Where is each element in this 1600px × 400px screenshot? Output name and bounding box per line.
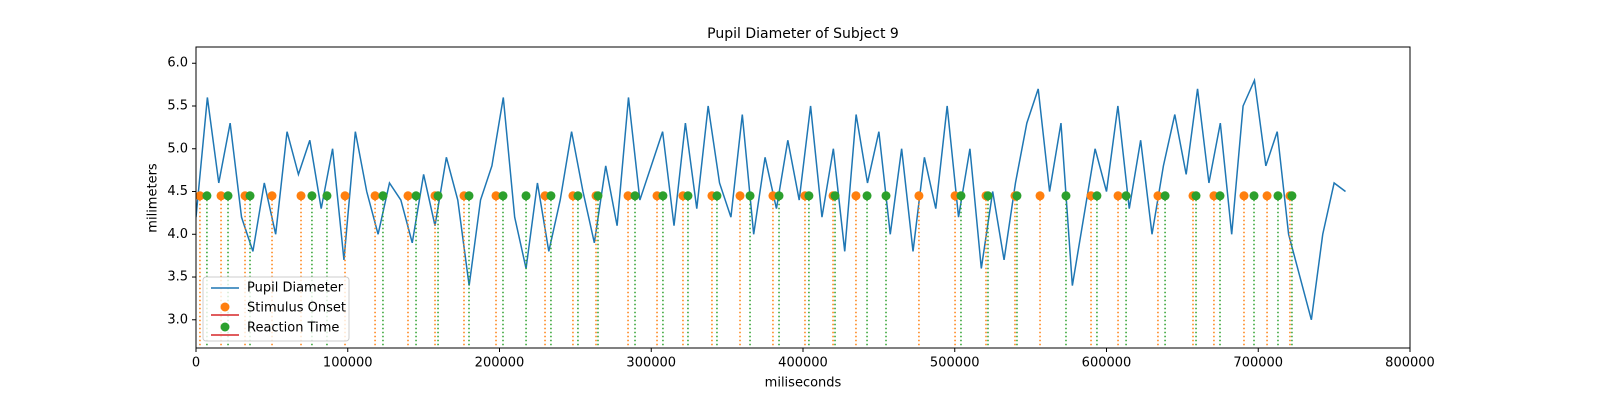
stem-marker: [464, 191, 474, 201]
stem-marker: [223, 191, 233, 201]
stem-marker: [630, 191, 640, 201]
stem-marker: [1113, 191, 1123, 201]
stem-marker: [1287, 191, 1297, 201]
stem-marker: [296, 191, 306, 201]
stem-marker: [1160, 191, 1170, 201]
stem-marker: [216, 191, 226, 201]
stem-marker: [573, 191, 583, 201]
x-tick-label: 400000: [778, 356, 828, 371]
stem-marker: [623, 191, 633, 201]
stem-marker: [881, 191, 891, 201]
stem-marker: [851, 191, 861, 201]
x-tick-label: 700000: [1233, 356, 1283, 371]
stem-marker: [1153, 191, 1163, 201]
stem-marker: [433, 191, 443, 201]
x-tick-label: 0: [192, 356, 200, 371]
chart-title: Pupil Diameter of Subject 9: [707, 26, 899, 42]
legend-swatch: [220, 302, 230, 312]
x-tick-label: 600000: [1082, 356, 1132, 371]
y-tick-label: 3.0: [167, 312, 188, 327]
stem-marker: [403, 191, 413, 201]
stem-marker: [956, 191, 966, 201]
stem-marker: [862, 191, 872, 201]
plot-area: [196, 77, 1346, 348]
x-tick-label: 200000: [475, 356, 525, 371]
stem-marker: [804, 191, 814, 201]
stem-marker: [1262, 191, 1272, 201]
legend: Pupil Diameter Stimulus Onset Reaction Tim…: [202, 276, 350, 342]
x-tick-label: 800000: [1385, 356, 1435, 371]
legend-box: [202, 276, 350, 342]
stem-marker: [914, 191, 924, 201]
stem-marker: [593, 191, 603, 201]
stem-marker: [1273, 191, 1283, 201]
legend-label: Reaction Time: [247, 321, 339, 336]
x-tick-label: 100000: [323, 356, 373, 371]
y-tick-label: 5.5: [167, 99, 188, 114]
stem-marker: [774, 191, 784, 201]
stem-marker: [498, 191, 508, 201]
stem-marker: [658, 191, 668, 201]
stem-marker: [712, 191, 722, 201]
stem-marker: [1012, 191, 1022, 201]
stem-marker: [521, 191, 531, 201]
legend-swatch: [220, 322, 230, 332]
stem-marker: [411, 191, 421, 201]
y-tick-label: 3.5: [167, 270, 188, 285]
stem-marker: [735, 191, 745, 201]
x-tick-label: 300000: [626, 356, 676, 371]
x-axis-label: miliseconds: [765, 376, 842, 391]
y-axis-label: milimeters: [146, 163, 161, 233]
stem-marker: [378, 191, 388, 201]
stem-marker: [491, 191, 501, 201]
stem-marker: [196, 191, 205, 201]
stem-marker: [340, 191, 350, 201]
y-tick-label: 4.0: [167, 227, 188, 242]
stem-marker: [1092, 191, 1102, 201]
stem-marker: [1249, 191, 1259, 201]
stem-marker: [1239, 191, 1249, 201]
y-tick-label: 6.0: [167, 56, 188, 71]
legend-label: Pupil Diameter: [247, 281, 344, 296]
x-tick-label: 500000: [930, 356, 980, 371]
stem-marker: [370, 191, 380, 201]
plot-frame: [195, 46, 1411, 349]
stem-marker: [1215, 191, 1225, 201]
stem-marker: [830, 191, 840, 201]
y-tick-label: 4.5: [167, 184, 188, 199]
stem-marker: [1121, 191, 1131, 201]
stem-marker: [322, 191, 332, 201]
y-tick-label: 5.0: [167, 141, 188, 156]
stem-marker: [683, 191, 693, 201]
stem-marker: [745, 191, 755, 201]
stem-marker: [546, 191, 556, 201]
axes: 0 100000 200000 300000 400000 500000 600000 700…: [167, 56, 1435, 371]
stem-marker: [983, 191, 993, 201]
stem-marker: [267, 191, 277, 201]
stem-marker: [1035, 191, 1045, 201]
line-series: [196, 77, 1346, 320]
stem-marker: [202, 191, 212, 201]
stem-marker: [307, 191, 317, 201]
stem-marker: [1061, 191, 1071, 201]
stem-marker: [245, 191, 255, 201]
stem-marker: [1191, 191, 1201, 201]
legend-label: Stimulus Onset: [247, 301, 346, 316]
